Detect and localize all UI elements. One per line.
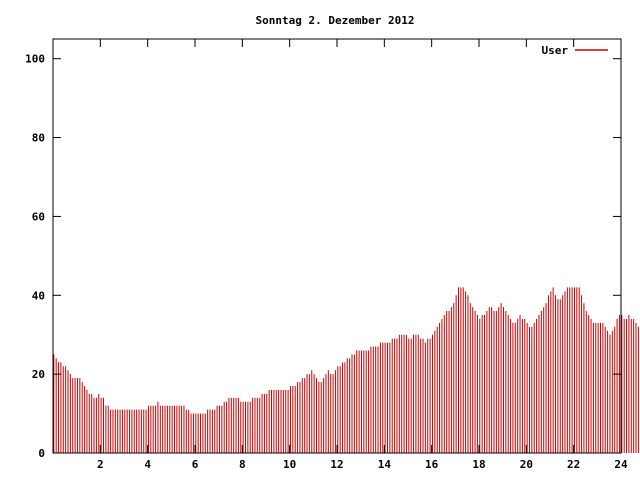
x-tick-label: 10 [283, 458, 296, 471]
y-tick-label: 40 [32, 289, 45, 302]
x-tick-label: 18 [472, 458, 485, 471]
legend: User [542, 44, 608, 57]
chart-title: Sonntag 2. Dezember 2012 [256, 14, 415, 27]
x-tick-label: 6 [192, 458, 199, 471]
y-tick-label: 20 [32, 368, 45, 381]
x-tick-label: 8 [239, 458, 246, 471]
plot-frame [52, 38, 622, 454]
y-tick-label: 0 [38, 447, 45, 460]
x-tick-label: 22 [567, 458, 580, 471]
x-tick-label: 16 [425, 458, 439, 471]
x-tick-label: 24 [614, 458, 628, 471]
legend-label-user: User [542, 44, 569, 57]
y-tick-label: 80 [32, 132, 45, 145]
x-tick-label: 20 [520, 458, 533, 471]
x-tick-label: 2 [97, 458, 104, 471]
x-tick-label: 12 [330, 458, 343, 471]
y-tick-label: 60 [32, 210, 45, 223]
bars-layer [53, 287, 639, 453]
x-tick-label: 14 [378, 458, 392, 471]
x-tick-label: 4 [144, 458, 151, 471]
y-tick-label: 100 [25, 53, 45, 66]
